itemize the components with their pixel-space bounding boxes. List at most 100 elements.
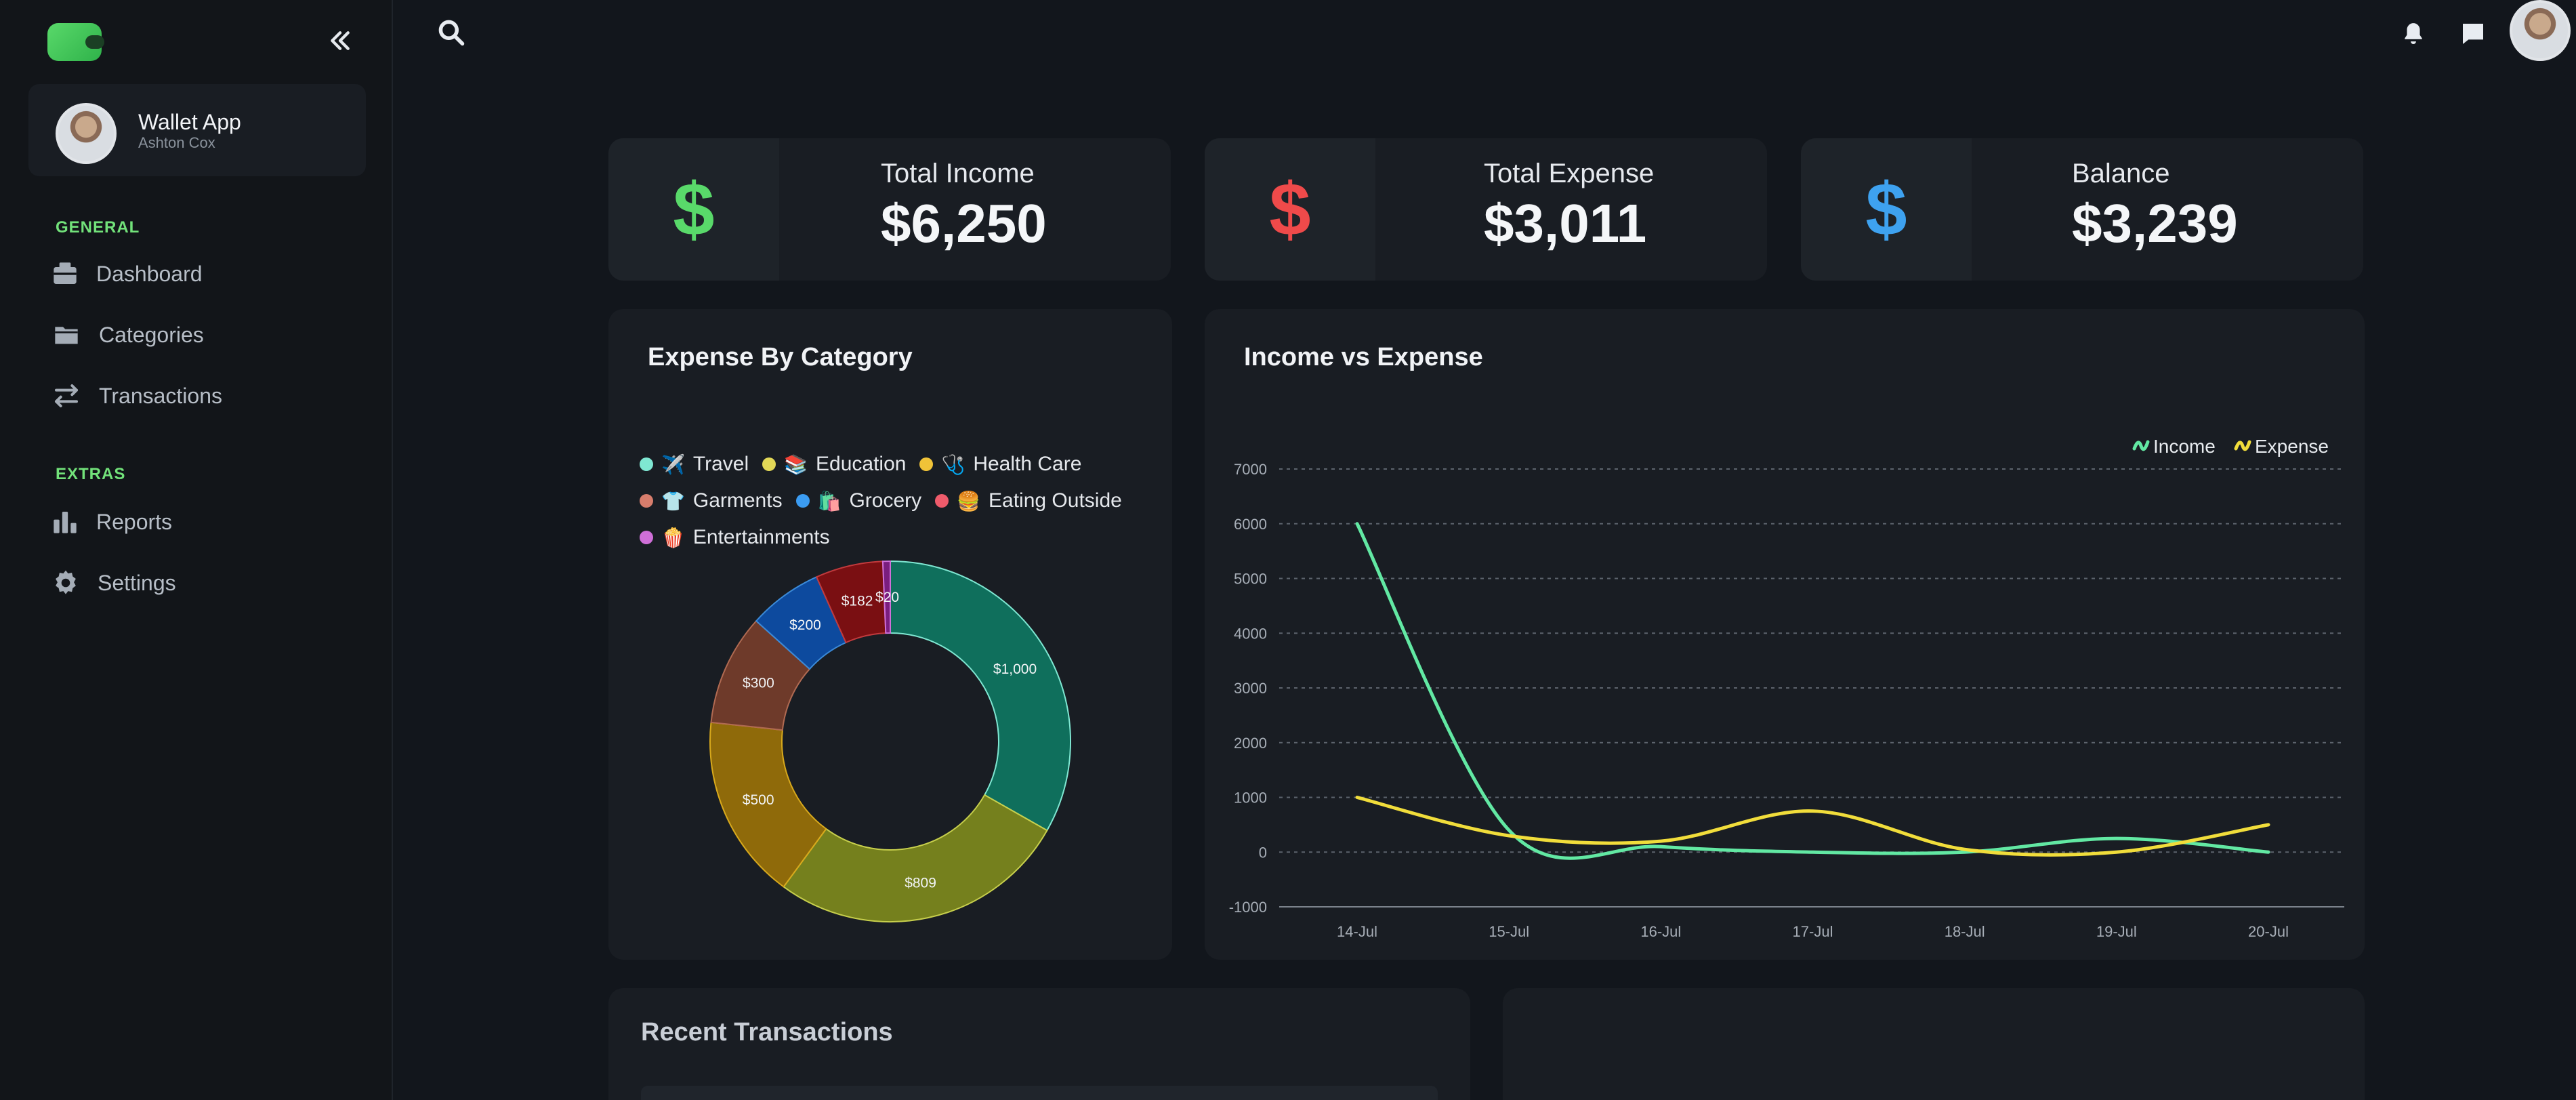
wallet-logo-icon bbox=[47, 23, 104, 61]
slice-label: $200 bbox=[789, 617, 821, 633]
dollar-glyph: $ bbox=[1865, 167, 1907, 251]
sidebar: Wallet App Ashton Cox GENERAL Dashboard … bbox=[0, 0, 393, 1100]
legend-swatch-icon bbox=[2132, 440, 2150, 451]
x-tick-label: 19-Jul bbox=[2096, 923, 2137, 940]
donut-slice[interactable] bbox=[783, 794, 1048, 922]
legend-item-entertainments[interactable]: 🍿 Entertainments bbox=[640, 526, 830, 549]
shopping-bag-icon: 🛍️ bbox=[817, 489, 842, 512]
donut-slice[interactable] bbox=[709, 721, 827, 888]
double-chevron-left-icon bbox=[331, 31, 350, 50]
panel-title: Income vs Expense bbox=[1244, 343, 1483, 371]
legend-label: Travel bbox=[692, 453, 749, 475]
income-expense-line-chart: 7000 6000 5000 4000 3000 2000 1000 0 -1000 14-Jul… bbox=[1229, 436, 2344, 940]
stat-card-income: $ Total Income $6,250 bbox=[608, 138, 1171, 281]
x-tick-label: 15-Jul bbox=[1489, 923, 1529, 940]
dollar-glyph: $ bbox=[1269, 167, 1311, 251]
stat-label: Total Income bbox=[881, 159, 1035, 188]
messages-button[interactable] bbox=[2457, 18, 2489, 50]
sidebar-item-label: Dashboard bbox=[96, 261, 203, 286]
legend-item-eating-outside[interactable]: 🍔 Eating Outside bbox=[935, 489, 1122, 512]
collapse-sidebar-button[interactable] bbox=[324, 24, 356, 57]
stat-value: $3,239 bbox=[2072, 193, 2238, 253]
legend-dot bbox=[640, 457, 653, 471]
legend-item-education[interactable]: 📚 Education bbox=[762, 453, 906, 476]
legend-item-health-care[interactable]: 🩺 Health Care bbox=[919, 453, 1081, 476]
slice-label: $20 bbox=[875, 590, 899, 605]
dollar-icon: $ bbox=[1801, 138, 1972, 281]
bar-chart-icon bbox=[54, 512, 77, 533]
y-tick-label: -1000 bbox=[1229, 899, 1267, 916]
airplane-icon: ✈️ bbox=[661, 453, 685, 476]
stat-value: $3,011 bbox=[1484, 193, 1647, 253]
series-line-expense[interactable] bbox=[1355, 796, 2270, 857]
search-button[interactable] bbox=[436, 18, 469, 50]
legend-dot bbox=[919, 457, 934, 471]
legend-label[interactable]: Expense bbox=[2255, 436, 2329, 457]
profile-avatar-button[interactable] bbox=[2510, 0, 2571, 61]
legend-label: Grocery bbox=[849, 489, 922, 512]
slice-label: $1,000 bbox=[993, 661, 1037, 677]
slice-label: $500 bbox=[743, 792, 774, 808]
section-label-general: GENERAL bbox=[56, 218, 140, 237]
recent-transactions-panel: Recent Transactions bbox=[608, 988, 1470, 1100]
legend-item-travel[interactable]: ✈️ Travel bbox=[640, 453, 749, 476]
legend-dot bbox=[795, 494, 810, 508]
user-card[interactable]: Wallet App Ashton Cox bbox=[28, 84, 366, 176]
secondary-panel bbox=[1503, 988, 2365, 1100]
y-tick-label: 2000 bbox=[1234, 735, 1267, 752]
pie-legend-row: 👕 Garments 🛍️ Grocery 🍔 Eating Outside bbox=[640, 489, 1129, 512]
legend-dot bbox=[640, 494, 653, 508]
gear-icon bbox=[56, 570, 76, 594]
y-tick-label: 1000 bbox=[1234, 790, 1267, 807]
donut-slice[interactable] bbox=[881, 560, 891, 634]
stethoscope-icon: 🩺 bbox=[941, 453, 965, 476]
legend-dot bbox=[762, 457, 776, 471]
legend-label: Eating Outside bbox=[989, 489, 1122, 512]
sidebar-item-reports[interactable]: Reports bbox=[51, 503, 350, 541]
sidebar-item-label: Categories bbox=[99, 322, 204, 347]
slice-label: $300 bbox=[743, 675, 774, 691]
table-header bbox=[641, 1086, 1438, 1100]
y-tick-label: 0 bbox=[1259, 844, 1267, 861]
dollar-icon: $ bbox=[608, 138, 779, 281]
avatar bbox=[56, 103, 117, 164]
stat-label: Balance bbox=[2072, 159, 2170, 188]
legend-label: Education bbox=[816, 453, 907, 475]
search-icon bbox=[438, 20, 465, 46]
panel-title: Expense By Category bbox=[648, 343, 913, 371]
stat-value: $6,250 bbox=[881, 193, 1047, 253]
popcorn-icon: 🍿 bbox=[661, 526, 685, 549]
legend-swatch-icon bbox=[2234, 440, 2251, 451]
x-tick-label: 17-Jul bbox=[1793, 923, 1833, 940]
dashboard-icon bbox=[54, 262, 77, 284]
legend-label[interactable]: Income bbox=[2153, 436, 2216, 457]
sidebar-item-label: Reports bbox=[96, 509, 173, 534]
legend-item-garments[interactable]: 👕 Garments bbox=[640, 489, 783, 512]
series-line-income[interactable] bbox=[1355, 522, 2270, 860]
x-tick-label: 14-Jul bbox=[1337, 923, 1377, 940]
legend-label: Entertainments bbox=[692, 526, 830, 548]
sidebar-item-settings[interactable]: Settings bbox=[51, 564, 350, 602]
y-tick-label: 5000 bbox=[1234, 571, 1267, 588]
sidebar-item-dashboard[interactable]: Dashboard bbox=[51, 255, 350, 293]
sidebar-item-categories[interactable]: Categories bbox=[51, 316, 350, 354]
stat-card-balance: $ Balance $3,239 bbox=[1801, 138, 2363, 281]
transfer-icon bbox=[55, 384, 78, 407]
legend-dot bbox=[935, 494, 949, 508]
slice-label: $809 bbox=[905, 875, 936, 891]
y-tick-label: 6000 bbox=[1234, 516, 1267, 533]
slice-label: $182 bbox=[842, 594, 873, 609]
books-icon: 📚 bbox=[784, 453, 808, 476]
panel-title: Recent Transactions bbox=[641, 1018, 893, 1046]
notifications-button[interactable] bbox=[2397, 18, 2430, 50]
y-tick-label: 4000 bbox=[1234, 625, 1267, 642]
donut-slice[interactable] bbox=[890, 560, 1071, 832]
dollar-icon: $ bbox=[1205, 138, 1375, 281]
sidebar-item-transactions[interactable]: Transactions bbox=[51, 377, 350, 415]
expense-donut-chart: $1,000 $809 $500 $300 $200 $182 $20 bbox=[709, 560, 1071, 922]
user-name: Ashton Cox bbox=[138, 134, 215, 151]
legend-item-grocery[interactable]: 🛍️ Grocery bbox=[795, 489, 922, 512]
x-tick-label: 16-Jul bbox=[1640, 923, 1681, 940]
tshirt-icon: 👕 bbox=[661, 489, 685, 512]
pie-legend-row: ✈️ Travel 📚 Education 🩺 Health Care bbox=[640, 453, 1088, 476]
